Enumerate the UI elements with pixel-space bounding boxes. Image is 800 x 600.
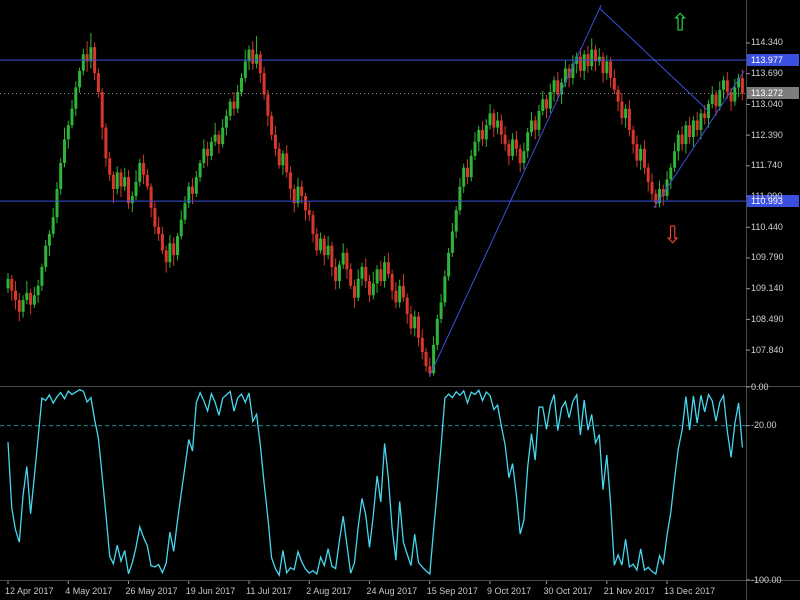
support-line-price-tag: 110.993 [747,195,799,208]
time-tick-label: 24 Aug 2017 [366,586,418,596]
time-tick-label: 4 May 2017 [65,586,113,596]
price-tick-label: 111.090 [751,191,783,202]
indicator-tick-label: 0.00 [751,381,769,392]
trendline-1[interactable] [429,4,602,376]
time-axis[interactable]: 12 Apr 2017 4 May 2017 26 May 2017 19 Jun 2… [0,581,800,600]
time-tick-label: 13 Dec 2017 [664,586,716,596]
time-tick-label: 26 May 2017 [125,586,178,596]
price-tick-label: 114.340 [751,37,783,48]
trendline-2[interactable] [598,7,709,112]
time-tick-label: 12 Apr 2017 [5,586,54,596]
time-tick-label: 9 Oct 2017 [487,586,532,596]
current-price-tag: 113.272 [747,87,799,100]
time-tick-label: 11 Jul 2017 [246,586,292,596]
indicator-tick-label: -100.00 [751,574,782,585]
time-tick-label: 30 Oct 2017 [543,586,593,596]
candlestick-series [6,33,744,377]
oscillator-line [7,388,744,578]
price-tick-label: 108.490 [751,313,784,324]
axis-tick-marks [7,42,750,584]
price-tick-label: 109.790 [751,252,784,263]
price-tick-label: 113.690 [751,68,783,79]
time-tick-label: 21 Nov 2017 [603,586,655,596]
up-arrow-icon[interactable]: ⇧ [670,8,690,36]
price-tick-label: 113.040 [751,98,783,109]
price-tick-label: 111.740 [751,160,783,171]
price-tick-label: 110.440 [751,221,783,232]
price-tick-label: 109.140 [751,283,784,294]
time-tick-label: 2 Aug 2017 [306,586,352,596]
price-tick-label: 112.390 [751,129,783,140]
time-tick-label: 19 Jun 2017 [185,586,236,596]
indicator-tick-label: -20.00 [751,420,777,431]
time-tick-label: 15 Sep 2017 [426,586,478,596]
resistance-line-price-tag: 113.977 [747,54,799,67]
price-axis[interactable]: 113.977 113.272 110.993 114.340 113.690 11… [746,0,800,600]
trendline-3[interactable] [653,70,745,209]
down-arrow-icon[interactable]: ⇩ [663,221,683,249]
price-tick-label: 107.840 [751,344,784,355]
